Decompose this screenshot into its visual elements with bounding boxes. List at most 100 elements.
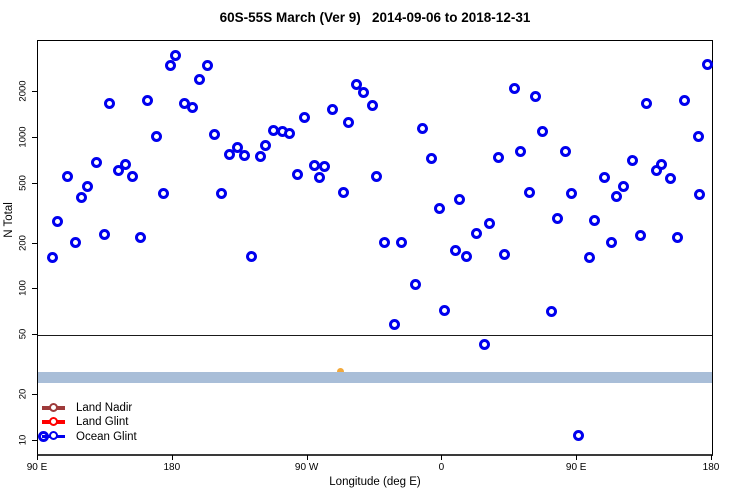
data-point xyxy=(484,218,496,230)
data-point xyxy=(158,188,170,200)
data-point xyxy=(559,145,571,157)
data-point xyxy=(342,117,354,129)
data-point xyxy=(104,98,116,110)
x-axis-title: Longitude (deg E) xyxy=(329,476,421,488)
data-point xyxy=(509,83,521,95)
data-point xyxy=(319,160,331,172)
data-point xyxy=(187,102,199,114)
data-point xyxy=(308,159,320,171)
x-tick-label: 90 W xyxy=(294,462,319,473)
data-point xyxy=(693,131,705,143)
data-point xyxy=(91,156,103,168)
land-nadir-marker-icon xyxy=(48,402,58,412)
chart-title: 60S-55S March (Ver 9) 2014-09-06 to 2018… xyxy=(219,10,531,25)
data-point xyxy=(246,251,258,263)
y-axis-title: N Total xyxy=(3,202,15,238)
data-point xyxy=(165,59,177,71)
data-point xyxy=(351,79,363,91)
ocean-glint-marker-icon xyxy=(48,431,58,441)
legend-item-land-glint: Land Glint xyxy=(42,415,242,429)
data-point xyxy=(530,91,542,103)
data-point xyxy=(98,228,110,240)
data-point xyxy=(82,181,94,193)
data-point xyxy=(194,73,206,85)
data-point xyxy=(678,95,690,107)
y-tick xyxy=(32,137,37,138)
data-point xyxy=(388,318,400,330)
data-point xyxy=(127,170,139,182)
y-tick-label: 20 xyxy=(17,389,29,400)
data-point xyxy=(409,278,421,290)
legend-label: Land Nadir xyxy=(76,402,133,414)
y-tick-label: 500 xyxy=(17,174,29,191)
data-point xyxy=(635,230,647,242)
data-point xyxy=(573,430,585,442)
y-tick xyxy=(32,334,37,336)
data-point xyxy=(142,95,154,107)
data-point xyxy=(439,304,451,316)
data-point xyxy=(358,87,370,99)
data-point xyxy=(395,236,407,248)
legend: Land Nadir Land Glint Ocean Glint xyxy=(42,401,242,444)
data-point xyxy=(62,171,74,183)
data-point xyxy=(299,112,311,124)
x-tick xyxy=(576,455,578,460)
data-point xyxy=(524,187,536,199)
hidden-orange-marker xyxy=(336,367,344,375)
legend-label: Land Glint xyxy=(76,416,129,429)
highlight-band xyxy=(38,371,712,383)
data-point xyxy=(545,305,557,317)
x-tick xyxy=(171,455,173,460)
data-point xyxy=(499,249,511,261)
y-tick xyxy=(32,91,37,93)
data-point xyxy=(370,171,382,183)
data-point xyxy=(450,244,462,256)
data-point xyxy=(314,171,326,183)
reference-line-50 xyxy=(38,335,712,337)
data-point xyxy=(693,188,705,200)
x-tick xyxy=(306,455,308,460)
y-tick xyxy=(32,394,37,396)
x-tick-label: 0 xyxy=(438,462,445,473)
x-tick-label: 180 xyxy=(163,462,181,473)
y-tick-label: 1000 xyxy=(17,126,29,148)
x-tick xyxy=(37,455,38,460)
y-tick-label: 2000 xyxy=(17,80,29,102)
data-point xyxy=(434,202,446,214)
data-point xyxy=(216,187,228,199)
data-point xyxy=(52,216,64,228)
legend-item-ocean-glint: Ocean Glint xyxy=(42,430,242,444)
x-tick xyxy=(711,455,712,460)
data-point xyxy=(611,191,623,203)
data-point xyxy=(135,231,147,243)
data-point xyxy=(514,145,526,157)
y-tick xyxy=(32,439,37,441)
y-tick-label: 200 xyxy=(17,234,29,251)
data-point xyxy=(664,172,676,184)
data-point xyxy=(120,158,132,170)
y-tick xyxy=(32,242,37,244)
data-point xyxy=(113,165,125,177)
data-point xyxy=(151,131,163,143)
data-point xyxy=(588,214,600,226)
data-point xyxy=(471,228,483,240)
data-point xyxy=(492,152,504,164)
data-point xyxy=(255,150,267,162)
data-point xyxy=(606,237,618,249)
data-point xyxy=(641,97,653,109)
data-point xyxy=(536,125,548,137)
data-point xyxy=(327,104,339,116)
data-point xyxy=(202,59,214,71)
data-point xyxy=(47,252,59,264)
data-point xyxy=(239,149,251,161)
data-point xyxy=(655,158,667,170)
data-point xyxy=(291,169,303,181)
x-tick xyxy=(441,455,443,460)
legend-label: Ocean Glint xyxy=(76,430,137,443)
data-point xyxy=(478,339,490,351)
legend-item-land-nadir: Land Nadir xyxy=(42,401,242,415)
plot-area: Land Nadir Land Glint Ocean Glint xyxy=(37,40,713,456)
data-point xyxy=(209,129,221,141)
data-point xyxy=(671,232,683,244)
data-point xyxy=(379,236,391,248)
